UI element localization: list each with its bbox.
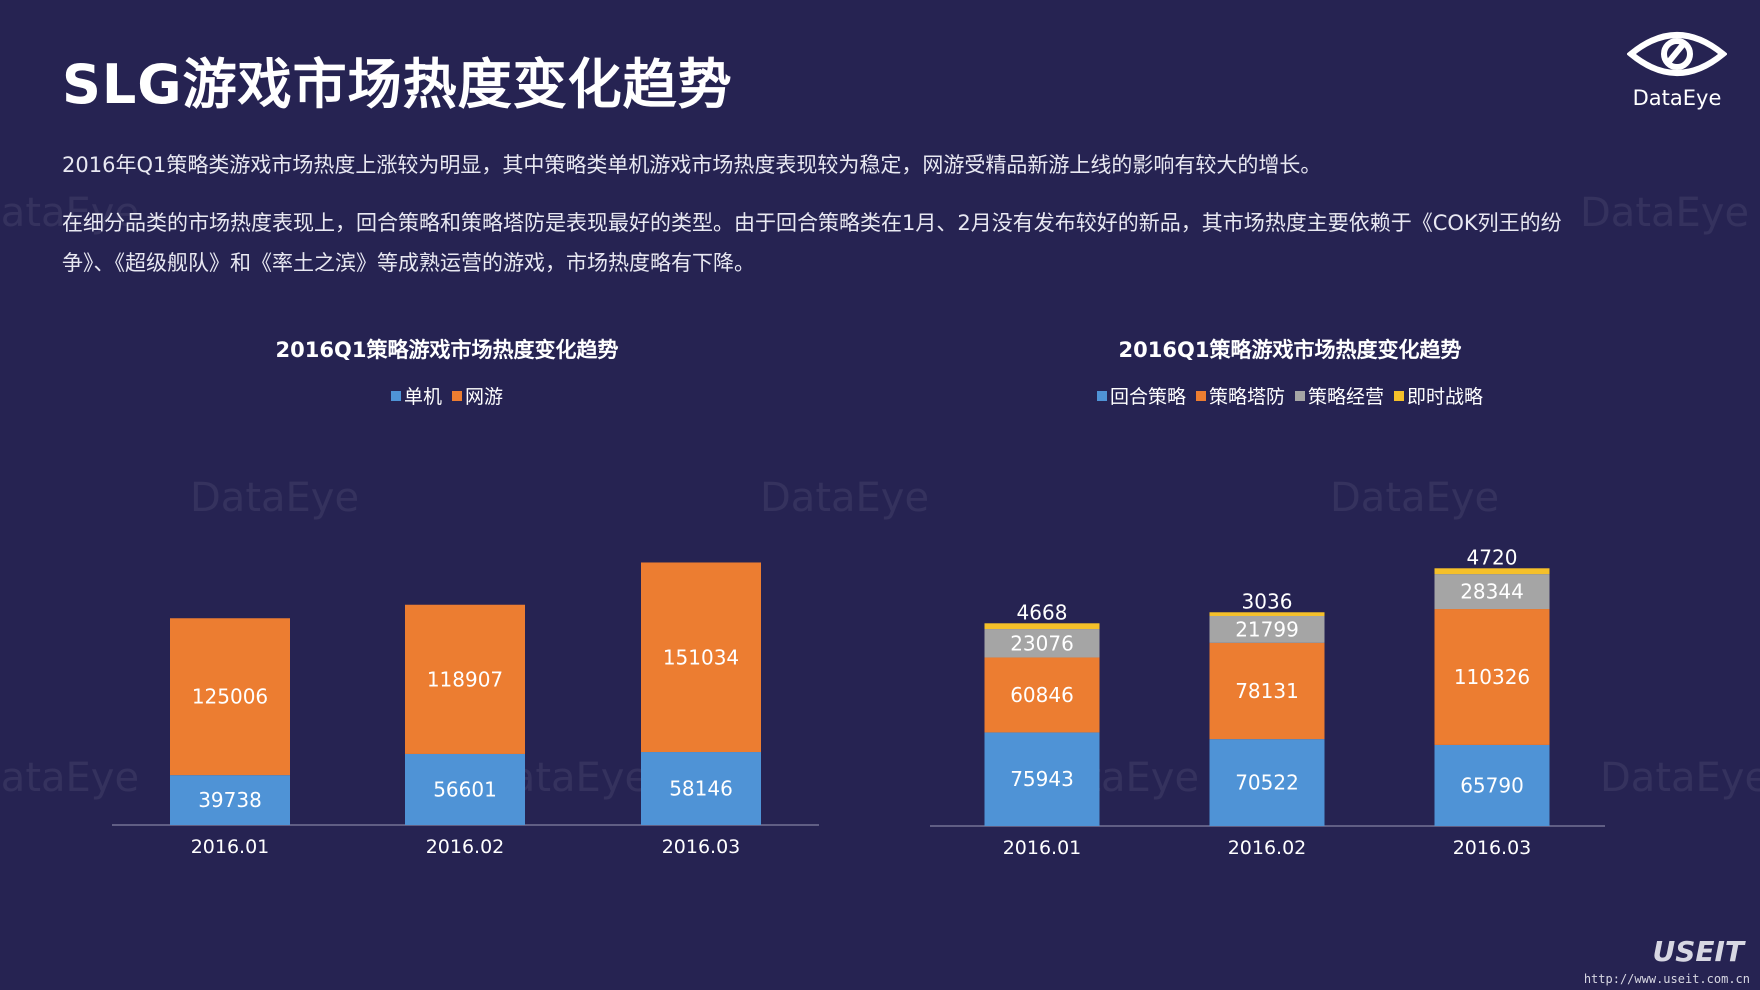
bar-segment: [170, 775, 290, 825]
bar-segment: [1209, 642, 1325, 740]
bar-segment: [984, 657, 1100, 733]
bar-segment: [170, 618, 290, 776]
data-label: 65790: [1460, 773, 1524, 797]
bar-segment: [641, 562, 761, 753]
x-tick-label: 2016.01: [1003, 837, 1082, 859]
legend-item: 回合策略: [1096, 382, 1186, 409]
bar-segment: [984, 732, 1100, 826]
data-label: 75943: [1010, 767, 1074, 791]
bar-segment: [1209, 739, 1325, 826]
legend-item: 单机: [390, 382, 442, 409]
legend-label: 即时战略: [1407, 386, 1484, 408]
bar-segment: [1434, 744, 1550, 826]
intro-paragraph-2: 在细分品类的市场热度表现上，回合策略和策略塔防是表现最好的类型。由于回合策略类在…: [62, 211, 1562, 275]
legend-swatch: [452, 391, 462, 401]
x-tick-label: 2016.02: [426, 836, 505, 858]
x-tick-label: 2016.03: [662, 836, 741, 858]
data-label: 39738: [198, 788, 262, 812]
data-label: 125006: [192, 685, 268, 709]
legend-label: 网游: [465, 386, 504, 408]
logo-text: DataEye: [1632, 86, 1722, 110]
dataeye-logo: DataEye: [1622, 28, 1732, 110]
data-label: 151034: [663, 645, 739, 669]
data-label: 60846: [1010, 683, 1074, 707]
legend-item: 即时战略: [1394, 382, 1483, 409]
bar-segment: [1209, 612, 1325, 617]
bar-segment: [1434, 568, 1550, 575]
data-label: 70522: [1235, 771, 1299, 795]
chart-title: 2016Q1策略游戏市场热度变化趋势: [1118, 338, 1462, 362]
chart-plot: 39738 125006 2016.01 56601 118907 2016.02 5814…: [112, 562, 819, 858]
legend-swatch: [1295, 391, 1305, 401]
chart-plot: 75943 60846 23076 4668 2016.01 70522 78131 2179…: [930, 545, 1605, 859]
chart-legend: 单机 网游: [62, 382, 832, 409]
legend-item: 策略经营: [1295, 382, 1384, 409]
data-label: 4668: [1017, 600, 1068, 624]
page-title: SLG游戏市场热度变化趋势: [62, 53, 733, 116]
bar-segment: [984, 629, 1100, 658]
legend-label: 策略经营: [1308, 386, 1385, 408]
legend-swatch: [1195, 391, 1206, 401]
chart-legend: 回合策略 策略塔防 策略经营 即时战略: [910, 382, 1670, 409]
intro-paragraph-1: 2016年Q1策略类游戏市场热度上涨较为明显，其中策略类单机游戏市场热度表现较为…: [62, 153, 1322, 177]
chart-subcategories: 75943 60846 23076 4668 2016.01 70522 78131 2179…: [910, 320, 1670, 880]
legend-label: 单机: [403, 386, 442, 408]
data-label: 58146: [669, 777, 733, 801]
data-label: 3036: [1242, 589, 1293, 613]
useit-url: http://www.useit.com.cn: [1583, 972, 1750, 986]
chart-title: 2016Q1策略游戏市场热度变化趋势: [275, 338, 619, 362]
legend-swatch: [1096, 391, 1107, 401]
data-label: 21799: [1235, 617, 1299, 641]
legend-label: 策略塔防: [1208, 386, 1285, 408]
data-label: 110326: [1454, 665, 1530, 689]
legend-item: 策略塔防: [1195, 382, 1285, 409]
bar-segment: [1434, 574, 1550, 610]
bar-segment: [641, 752, 761, 825]
x-tick-label: 2016.03: [1453, 837, 1532, 859]
data-label: 78131: [1235, 679, 1299, 703]
bar-segment: [405, 604, 525, 754]
x-tick-label: 2016.01: [191, 836, 270, 858]
data-label: 56601: [433, 777, 497, 801]
data-label: 23076: [1010, 631, 1074, 655]
data-label: 118907: [427, 667, 503, 691]
legend-item: 网游: [452, 382, 503, 409]
legend-swatch: [390, 391, 401, 401]
watermark: DataEye: [1580, 190, 1750, 236]
eye-icon: [1626, 32, 1728, 76]
bar-segment: [984, 623, 1100, 630]
x-tick-label: 2016.02: [1228, 837, 1307, 859]
bar-segment: [1209, 616, 1325, 643]
bar-segment: [1434, 609, 1550, 745]
chart-single-vs-online: 39738 125006 2016.01 56601 118907 2016.02 5814…: [62, 320, 832, 880]
legend-swatch: [1394, 391, 1405, 401]
bar-segment: [405, 753, 525, 825]
legend-label: 回合策略: [1109, 386, 1186, 408]
useit-brand: USEIT: [1652, 935, 1744, 968]
data-label: 28344: [1460, 580, 1524, 604]
data-label: 4720: [1467, 545, 1518, 569]
